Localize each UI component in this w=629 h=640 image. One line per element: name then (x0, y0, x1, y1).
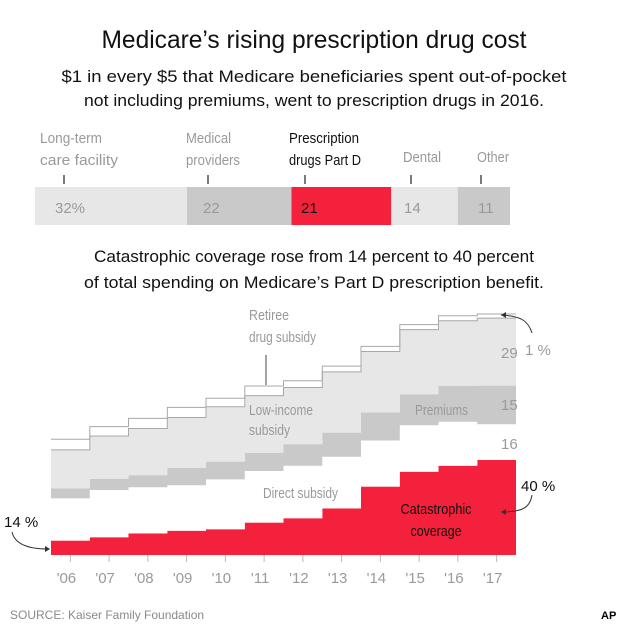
x-tick-label: '17 (483, 570, 503, 587)
x-tick-label: '09 (173, 570, 193, 587)
end-value-premiums: 15 (501, 397, 518, 414)
x-tick-label: '08 (134, 570, 154, 587)
stacked-share-bar (35, 175, 510, 225)
ap-logo: AP (601, 610, 616, 622)
label-long-term-1: Long-term (40, 130, 102, 147)
label-rx-2: drugs Part D (289, 152, 361, 169)
x-tick-label: '11 (251, 570, 269, 587)
value-rx: 21 (301, 200, 318, 217)
bar-segment (291, 187, 392, 225)
bar-segment (391, 187, 458, 225)
end-value-low-income: 29 (501, 345, 518, 362)
bar-segment (187, 187, 292, 225)
label-low-income-2: subsidy (249, 422, 290, 439)
bar-category-labels: Long-term care facility Medical provider… (40, 130, 509, 169)
x-tick-label: '07 (95, 570, 115, 587)
label-dental: Dental (403, 149, 441, 166)
value-dental: 14 (404, 200, 421, 217)
section-subtitle-2: of total spending on Medicare’s Part D p… (84, 273, 544, 292)
subtitle-line-1: $1 in every $5 that Medicare beneficiari… (62, 67, 567, 86)
x-tick-label: '16 (444, 570, 464, 587)
value-long-term: 32% (55, 200, 85, 217)
label-rx-1: Prescription (289, 130, 359, 147)
bar-segment (457, 187, 510, 225)
step-outline (51, 317, 516, 451)
bar-value-labels: 32% 22 21 14 11 (55, 200, 494, 217)
source-note: SOURCE: Kaiser Family Foundation (10, 608, 204, 622)
x-tick-label: '15 (405, 570, 425, 587)
label-premiums: Premiums (415, 402, 468, 419)
area-direct-subsidy (51, 421, 516, 541)
arrow-head-icon (501, 509, 506, 515)
label-other: Other (477, 149, 509, 166)
area-labels: Retiree drug subsidy Low-income subsidy … (4, 307, 555, 552)
x-tick-label: '14 (367, 570, 387, 587)
label-catastrophic-1: Catastrophic (401, 501, 472, 518)
start-value-catastrophic: 14 % (4, 514, 38, 531)
label-low-income-1: Low-income (249, 402, 313, 419)
label-medical-2: providers (186, 152, 240, 169)
x-tick-label: '12 (289, 570, 309, 587)
step-outline (51, 313, 516, 440)
subtitle-line-2: not including premiums, went to prescrip… (84, 91, 544, 110)
label-medical-1: Medical (186, 130, 231, 147)
label-retiree-1: Retiree (249, 307, 289, 324)
label-retiree-2: drug subsidy (249, 329, 316, 346)
area-low-income (51, 318, 516, 489)
arrow-head-icon (45, 546, 50, 552)
value-other: 11 (478, 200, 494, 217)
area-premiums (51, 385, 516, 499)
end-value-direct: 16 (501, 436, 518, 453)
value-medical: 22 (203, 200, 220, 217)
x-tick-label: '06 (57, 570, 77, 587)
label-long-term-2: care facility (40, 152, 119, 169)
step-area-chart: '06 '07 '08 '09 '10 '11 '12 '13 '14 '15 '16 '17 (51, 313, 516, 587)
end-value-retiree: 1 % (525, 342, 551, 359)
arrow-head-icon (501, 312, 506, 318)
label-direct-subsidy: Direct subsidy (263, 485, 338, 502)
section-subtitle-1: Catastrophic coverage rose from 14 perce… (94, 247, 534, 266)
x-tick-label: '13 (328, 570, 348, 587)
x-tick-label: '10 (212, 570, 232, 587)
area-catastrophic (51, 460, 516, 555)
chart-title: Medicare’s rising prescription drug cost (102, 26, 527, 54)
end-value-catastrophic: 40 % (521, 478, 555, 495)
bar-segment (35, 187, 187, 225)
arrow-catastrophic-start (11, 531, 49, 550)
label-catastrophic-2: coverage (411, 523, 462, 540)
